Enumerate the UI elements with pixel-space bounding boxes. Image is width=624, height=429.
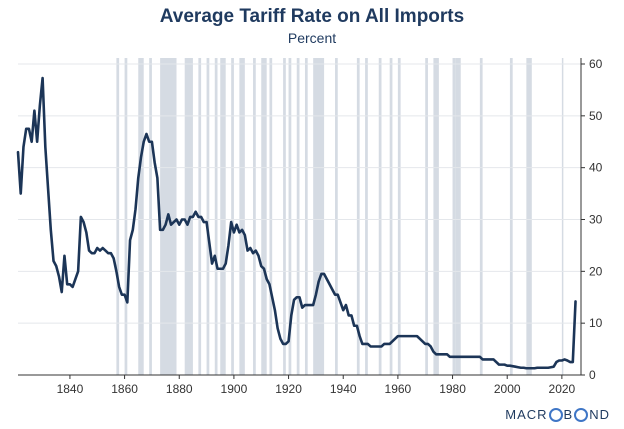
recession-band	[220, 58, 226, 375]
gridlines	[18, 63, 581, 324]
recession-band	[239, 58, 245, 375]
x-tick-label: 1900	[221, 382, 248, 396]
recession-band	[124, 58, 128, 375]
x-tick-label: 1960	[385, 382, 412, 396]
recession-band	[206, 58, 210, 375]
chart-title: Average Tariff Rate on All Imports	[159, 6, 465, 27]
recession-band	[561, 58, 564, 375]
recession-band	[452, 58, 456, 375]
brand-text-part1: MACR	[505, 407, 548, 422]
recession-band	[365, 58, 368, 375]
x-tick-label: 1920	[275, 382, 302, 396]
y-tick-label: 30	[589, 213, 603, 227]
recession-band	[356, 58, 360, 375]
brand-text-part2: B	[563, 407, 574, 422]
x-tick-label: 2020	[549, 382, 576, 396]
macrobond-logo: MACR B ND	[505, 407, 610, 422]
recession-band	[304, 58, 308, 375]
brand-ring-icon	[574, 407, 589, 422]
chart-subtitle: Percent	[287, 30, 337, 46]
recession-band	[231, 58, 234, 375]
recession-band	[425, 58, 428, 375]
recession-band	[335, 58, 338, 375]
axes: 1840 1860 1880 1900 1920 1940 1960 1980 2000 2020…	[18, 57, 603, 396]
brand-ring-icon	[548, 407, 563, 422]
x-tick-label: 1940	[330, 382, 357, 396]
recession-band	[149, 58, 152, 375]
recession-band	[214, 58, 218, 375]
recession-shading	[116, 58, 564, 375]
recession-band	[389, 58, 393, 375]
recession-band	[455, 58, 461, 375]
recession-band	[116, 58, 120, 375]
recession-band	[397, 58, 401, 375]
recession-band	[526, 58, 532, 375]
x-tick-label: 1980	[439, 382, 466, 396]
y-tick-label: 10	[589, 316, 603, 330]
recession-band	[184, 58, 193, 375]
series-layer	[16, 76, 577, 370]
recession-band	[288, 58, 292, 375]
x-tick-label: 1860	[111, 382, 138, 396]
y-tick-label: 60	[589, 57, 603, 71]
x-tick-label: 1880	[166, 382, 193, 396]
y-tick-label: 20	[589, 264, 603, 278]
recession-band	[253, 58, 256, 375]
x-tick-label: 2000	[494, 382, 521, 396]
recession-band	[261, 58, 267, 375]
x-tick-label: 1840	[57, 382, 84, 396]
recession-band	[138, 58, 144, 375]
recession-band	[283, 58, 286, 375]
recession-band	[509, 58, 513, 375]
y-tick-label: 0	[589, 368, 596, 382]
brand-text-part3: ND	[589, 407, 610, 422]
recession-band	[433, 58, 439, 375]
y-tick-label: 50	[589, 109, 603, 123]
recession-band	[378, 58, 382, 375]
recession-band	[269, 58, 273, 375]
recession-band	[296, 58, 300, 375]
series-line	[16, 76, 577, 370]
recession-band	[313, 58, 325, 375]
y-tick-label: 40	[589, 161, 603, 175]
recession-band	[479, 58, 483, 375]
